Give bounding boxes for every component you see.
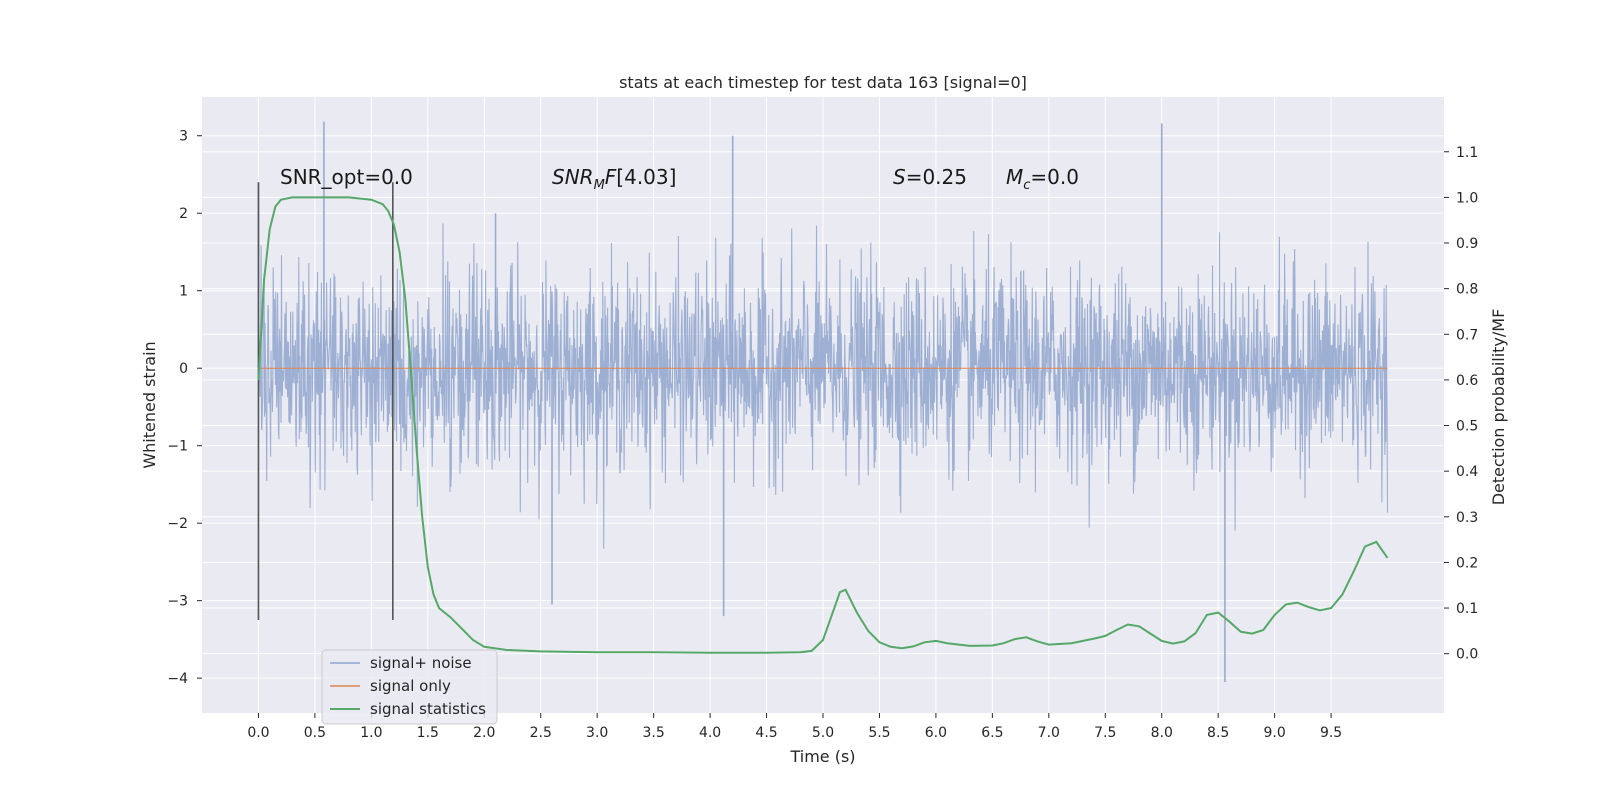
annotation-snr-mf: SNRMF[4.03] xyxy=(552,165,676,193)
y2-tick-label: 0.9 xyxy=(1456,236,1478,252)
y2-tick-label: 0.6 xyxy=(1456,373,1478,389)
y-tick-label: 3 xyxy=(179,129,188,145)
y2-axis-ticks: 1.1 1.0 0.9 0.8 0.7 0.6 0.5 0.4 0.3 0.2 0.1 0.0 xyxy=(1444,145,1478,663)
legend: signal+ noise signal only signal statist… xyxy=(321,649,498,725)
x-tick-label: 4.0 xyxy=(699,725,721,741)
vertical-markers xyxy=(257,182,394,621)
annotation-s: S=0.25 xyxy=(893,165,967,189)
y-axis-ticks: 3 2 1 0 −1 −2 −3 −4 xyxy=(167,129,202,687)
y2-tick-label: 0.7 xyxy=(1456,327,1478,343)
x-tick-label: 7.0 xyxy=(1038,725,1060,741)
y-tick-label: −2 xyxy=(167,516,188,532)
annotation-s-value: =0.25 xyxy=(906,165,967,189)
y-tick-label: −1 xyxy=(167,439,188,455)
x-tick-label: 0.5 xyxy=(304,725,326,741)
y-tick-label: 2 xyxy=(179,206,188,222)
x-tick-label: 6.5 xyxy=(981,725,1003,741)
legend-label-signal: signal only xyxy=(370,677,451,695)
signal-plus-noise-line xyxy=(257,223,1389,549)
x-tick-label: 9.5 xyxy=(1320,725,1342,741)
x-tick-label: 5.0 xyxy=(812,725,834,741)
x-tick-label: 7.5 xyxy=(1094,725,1116,741)
y-axis-label: Whitened strain xyxy=(140,341,159,468)
y2-tick-label: 0.0 xyxy=(1456,647,1478,663)
x-tick-label: 2.5 xyxy=(530,725,552,741)
x-tick-label: 5.5 xyxy=(868,725,890,741)
annotation-mc-value: =0.0 xyxy=(1030,165,1079,189)
legend-label-stats: signal statistics xyxy=(370,700,486,718)
annotation-snr-opt: SNR_opt=0.0 xyxy=(280,165,413,189)
signal-plus-noise-series xyxy=(257,121,1389,683)
x-tick-label: 3.0 xyxy=(586,725,608,741)
y2-tick-label: 1.1 xyxy=(1456,145,1478,161)
x-tick-label: 6.0 xyxy=(925,725,947,741)
x-tick-label: 2.0 xyxy=(473,725,495,741)
y-tick-label: −3 xyxy=(167,594,188,610)
annotation-snr-mf-value: [4.03] xyxy=(616,165,676,189)
y2-tick-label: 0.3 xyxy=(1456,510,1478,526)
x-tick-label: 1.5 xyxy=(417,725,439,741)
y2-tick-label: 0.2 xyxy=(1456,555,1478,571)
y2-tick-label: 0.4 xyxy=(1456,464,1478,480)
signal-statistics-line xyxy=(257,196,1389,654)
x-tick-label: 4.5 xyxy=(755,725,777,741)
y2-axis-label: Detection probability/MF xyxy=(1489,309,1508,506)
x-tick-label: 8.5 xyxy=(1207,725,1229,741)
y2-tick-label: 0.5 xyxy=(1456,419,1478,435)
legend-box xyxy=(321,649,498,725)
y-tick-label: 1 xyxy=(179,284,188,300)
y2-tick-label: 0.1 xyxy=(1456,601,1478,617)
chart-title: stats at each timestep for test data 163… xyxy=(619,73,1027,92)
x-tick-label: 9.0 xyxy=(1264,725,1286,741)
signal-statistics-series xyxy=(257,196,1389,654)
x-tick-label: 0.0 xyxy=(247,725,269,741)
x-axis-label: Time (s) xyxy=(789,747,855,766)
x-tick-label: 3.5 xyxy=(643,725,665,741)
y-tick-label: −4 xyxy=(167,671,188,687)
legend-label-noise: signal+ noise xyxy=(370,654,472,672)
y2-tick-label: 1.0 xyxy=(1456,190,1478,206)
x-tick-label: 8.0 xyxy=(1151,725,1173,741)
y2-tick-label: 0.8 xyxy=(1456,282,1478,298)
x-axis-ticks: 0.0 0.5 1.0 1.5 2.0 2.5 3.0 3.5 4.0 4.5 5.0 5.5 6.0 6… xyxy=(247,713,1342,741)
y-tick-label: 0 xyxy=(179,361,188,377)
x-tick-label: 1.0 xyxy=(360,725,382,741)
annotation-mc: Mc=0.0 xyxy=(1006,165,1079,193)
